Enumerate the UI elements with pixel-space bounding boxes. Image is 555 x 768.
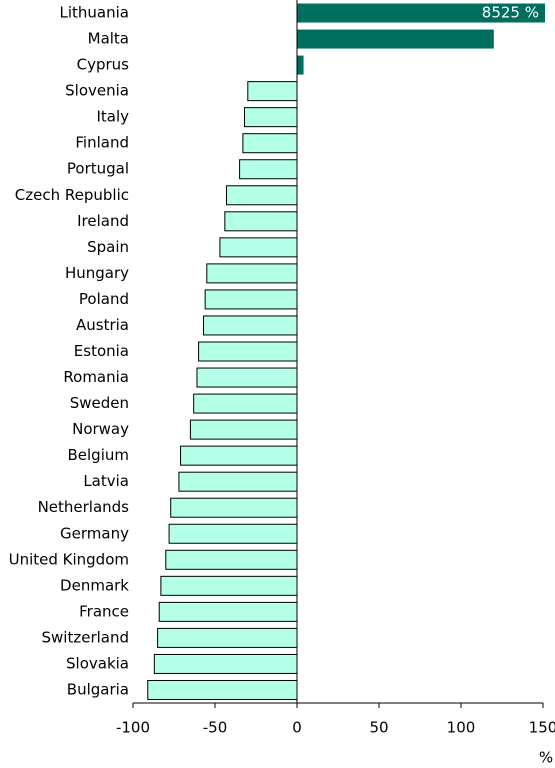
- bar: [239, 159, 298, 180]
- bar: [225, 185, 298, 206]
- bar: [160, 575, 298, 596]
- y-tick-label: Switzerland: [42, 628, 130, 646]
- x-tick-label: 150: [529, 719, 555, 737]
- y-tick-label: Finland: [75, 134, 129, 152]
- bar: [193, 393, 298, 414]
- y-tick-label: Romania: [63, 368, 129, 386]
- value-label: 8525 %: [482, 4, 539, 22]
- y-tick-label: Ireland: [77, 212, 129, 230]
- bar: [247, 81, 298, 102]
- bar: [189, 419, 298, 440]
- y-tick-label: Malta: [88, 30, 129, 48]
- y-tick-label: Czech Republic: [15, 186, 129, 204]
- bar: [198, 341, 298, 362]
- bar: [297, 29, 494, 49]
- y-tick-label: Austria: [76, 316, 129, 334]
- y-tick-label: France: [79, 602, 129, 620]
- x-tick-label: 100: [447, 719, 476, 737]
- y-tick-label: Portugal: [67, 160, 129, 178]
- bar: [147, 679, 298, 700]
- bar: [153, 653, 298, 674]
- y-tick-label: Slovakia: [66, 654, 129, 672]
- bar: [204, 289, 298, 310]
- bar: [178, 471, 298, 492]
- y-tick-label: Denmark: [60, 576, 129, 594]
- bar: [157, 627, 298, 648]
- x-tick-label: -50: [203, 719, 228, 737]
- bar: [170, 497, 298, 518]
- bar: [180, 445, 298, 466]
- x-tick-label: 50: [369, 719, 388, 737]
- x-tick-label: 0: [292, 719, 302, 737]
- bar: [224, 211, 298, 232]
- bar: [203, 315, 298, 336]
- y-tick-label: Sweden: [70, 394, 129, 412]
- y-tick-label: Lithuania: [60, 4, 129, 22]
- bar: [297, 3, 545, 23]
- y-tick-label: Netherlands: [38, 498, 130, 516]
- x-axis-label: %: [539, 749, 553, 767]
- bar: [165, 549, 298, 570]
- y-tick-label: Norway: [72, 420, 129, 438]
- y-tick-label: Poland: [79, 290, 129, 308]
- y-tick-label: Hungary: [65, 264, 129, 282]
- bar: [219, 237, 298, 258]
- y-tick-label: Italy: [96, 108, 129, 126]
- bar: [196, 367, 298, 388]
- y-tick-label: Estonia: [74, 342, 129, 360]
- bar: [242, 133, 298, 154]
- y-tick-label: Latvia: [83, 472, 129, 490]
- y-tick-label: United Kingdom: [9, 550, 129, 568]
- bar: [244, 107, 298, 128]
- plot-area: [147, 3, 545, 700]
- bar: [168, 523, 298, 544]
- y-tick-label: Bulgaria: [67, 680, 129, 698]
- y-tick-label: Cyprus: [77, 56, 130, 74]
- y-tick-label: Slovenia: [65, 82, 129, 100]
- bar: [206, 263, 298, 284]
- y-tick-label: Spain: [87, 238, 129, 256]
- y-tick-label: Belgium: [68, 446, 130, 464]
- bar: [297, 55, 304, 75]
- x-tick-label: -100: [116, 719, 150, 737]
- y-tick-label: Germany: [60, 524, 129, 542]
- bar: [158, 601, 298, 622]
